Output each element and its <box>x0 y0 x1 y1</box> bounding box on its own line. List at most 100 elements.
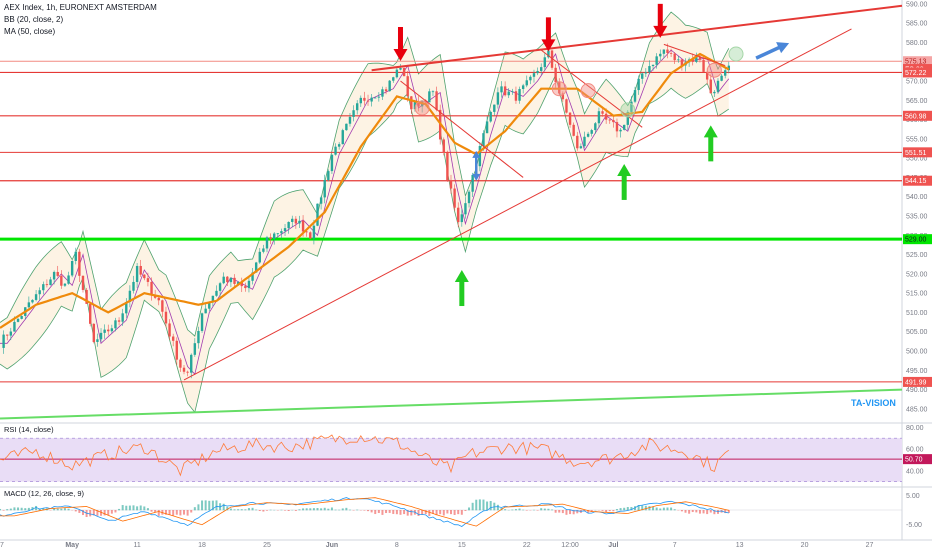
macd-histogram-bar <box>0 509 1 510</box>
macd-histogram-bar <box>623 508 625 511</box>
candle-body <box>201 313 203 331</box>
candle-body <box>222 277 224 284</box>
macd-histogram-bar <box>670 508 672 511</box>
candle-body <box>6 335 8 336</box>
macd-histogram-bar <box>143 506 145 510</box>
candle-body <box>529 77 531 81</box>
candle-body <box>489 112 491 122</box>
macd-histogram-bar <box>252 508 254 510</box>
candle-body <box>345 124 347 130</box>
candle-body <box>457 208 459 222</box>
candle-body <box>320 197 322 203</box>
price-label-text: 572.22 <box>905 70 927 77</box>
arrow-shaft <box>622 174 627 200</box>
candle-body <box>295 219 297 224</box>
arrow-shaft <box>459 280 464 306</box>
macd-histogram-bar <box>136 506 138 510</box>
arrow-shaft <box>756 46 782 58</box>
macd-histogram-bar <box>151 510 153 512</box>
candle-body <box>233 278 235 284</box>
annotation-arrow-7-up-right <box>756 42 789 58</box>
rsi-band-fill <box>0 438 902 482</box>
candle-body <box>504 86 506 95</box>
time-tick-label: 8 <box>395 542 399 549</box>
candle-body <box>616 122 618 131</box>
macd-histogram-bar <box>6 509 8 510</box>
annotation-arrow-5-up <box>617 164 631 200</box>
macd-histogram-bar <box>342 508 344 510</box>
candle-body <box>60 276 62 286</box>
candle-body <box>114 320 116 328</box>
macd-histogram-bar <box>710 510 712 513</box>
candle-body <box>38 290 40 294</box>
price-tick-label: 540.00 <box>906 194 928 201</box>
candle-body <box>450 180 452 188</box>
candle-body <box>641 73 643 78</box>
macd-histogram-bar <box>129 506 131 511</box>
candle-body <box>540 67 542 71</box>
candle-body <box>204 309 206 314</box>
legend-ma: MA (50, close) <box>4 27 55 37</box>
candle-body <box>432 91 434 92</box>
candle-body <box>248 281 250 288</box>
candle-body <box>273 234 275 240</box>
macd-histogram-bar <box>659 508 661 510</box>
candle-body <box>500 86 502 92</box>
candle-body <box>57 272 59 276</box>
macd-histogram-bar <box>266 510 268 511</box>
macd-histogram-bar <box>327 509 329 511</box>
candle-body <box>403 68 405 76</box>
trend-line-3 <box>0 390 902 419</box>
highlight-circle-6 <box>729 47 743 61</box>
time-tick-label: Jul <box>608 542 618 549</box>
macd-histogram-bar <box>551 510 553 511</box>
macd-histogram-bar <box>205 500 207 510</box>
macd-histogram-bar <box>356 510 358 511</box>
macd-histogram-bar <box>620 508 622 510</box>
rsi-tick-label: 80.00 <box>906 425 924 432</box>
candle-body <box>219 283 221 291</box>
macd-histogram-bar <box>602 510 604 511</box>
price-tick-label: 510.00 <box>906 310 928 317</box>
candle-body <box>710 80 712 94</box>
macd-histogram-bar <box>652 507 654 511</box>
price-tick-label: 565.00 <box>906 98 928 105</box>
macd-histogram-bar <box>237 509 239 510</box>
rsi-current-label: 50.70 <box>905 457 923 464</box>
time-tick-label: 27 <box>0 542 4 549</box>
macd-histogram-bar <box>3 510 5 511</box>
candle-body <box>10 332 12 336</box>
candle-body <box>378 97 380 98</box>
candle-body <box>93 324 95 342</box>
time-tick-label: 22 <box>523 542 531 549</box>
candle-body <box>443 139 445 152</box>
candle-body <box>107 330 109 332</box>
candle-body <box>352 110 354 117</box>
macd-histogram-bar <box>215 500 217 510</box>
macd-histogram-bar <box>345 508 347 510</box>
macd-histogram-bar <box>183 510 185 515</box>
rsi-tick-label: 40.00 <box>906 468 924 475</box>
macd-histogram-bar <box>569 510 571 514</box>
candle-body <box>634 90 636 102</box>
candle-body <box>724 70 726 75</box>
macd-histogram-bar <box>410 510 412 515</box>
candle-body <box>385 89 387 91</box>
price-tick-label: 500.00 <box>906 349 928 356</box>
legend-symbol: AEX Index, 1h, EURONEXT AMSTERDAM <box>4 3 157 13</box>
macd-histogram-bar <box>695 510 697 512</box>
candle-body <box>183 368 185 372</box>
candle-body <box>536 71 538 73</box>
macd-histogram-bar <box>490 501 492 510</box>
macd-histogram-bar <box>450 510 452 514</box>
macd-histogram-bar <box>385 510 387 513</box>
macd-histogram-bar <box>331 508 333 511</box>
price-tick-label: 590.00 <box>906 1 928 8</box>
candle-body <box>572 125 574 136</box>
time-tick-label: May <box>65 542 79 549</box>
candle-body <box>75 252 77 261</box>
macd-histogram-bar <box>703 510 705 513</box>
macd-histogram-bar <box>306 508 308 510</box>
